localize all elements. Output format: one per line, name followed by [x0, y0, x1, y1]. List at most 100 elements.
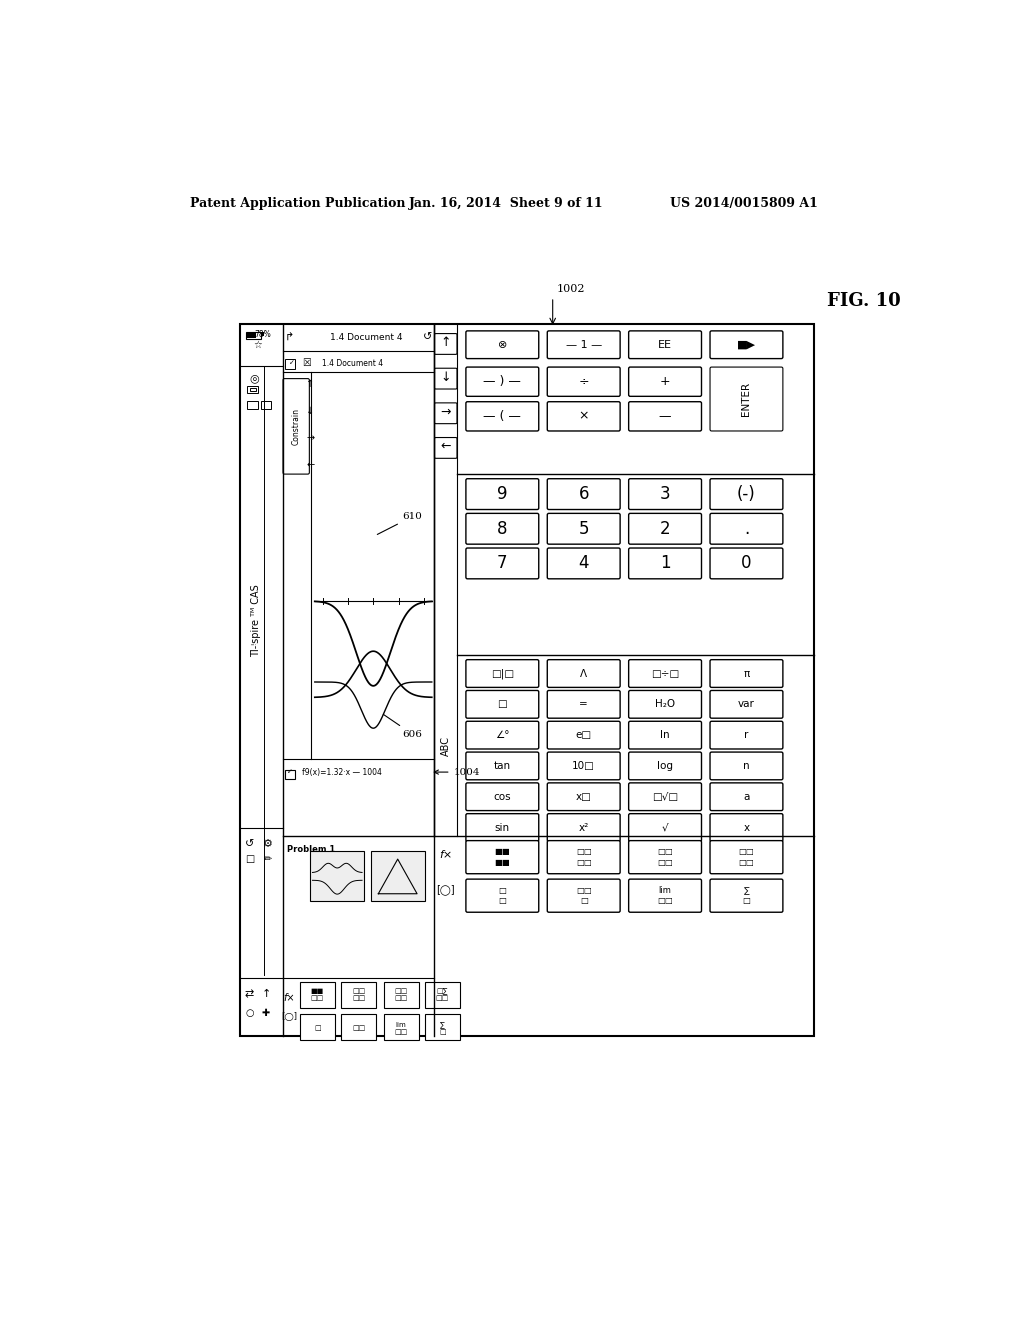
Text: =: =: [580, 700, 588, 709]
Text: ∑
□: ∑ □: [742, 886, 751, 906]
Text: var: var: [738, 700, 755, 709]
Text: 1.4 Document 4: 1.4 Document 4: [330, 333, 402, 342]
Bar: [241, 323, 814, 1036]
Text: ■■
□□: ■■ □□: [311, 989, 325, 1001]
FancyBboxPatch shape: [466, 401, 539, 430]
Text: □: □: [245, 854, 254, 865]
Text: [◯]: [◯]: [436, 884, 455, 895]
Text: ⇄: ⇄: [245, 989, 254, 999]
FancyBboxPatch shape: [629, 690, 701, 718]
Text: FIG. 10: FIG. 10: [827, 292, 901, 310]
Text: 3: 3: [659, 486, 671, 503]
Bar: [300, 1014, 335, 1040]
Bar: [384, 982, 419, 1007]
FancyBboxPatch shape: [466, 783, 539, 810]
FancyBboxPatch shape: [710, 660, 783, 688]
Text: Λ: Λ: [581, 668, 587, 678]
Text: f9(x)=1.32·x — 1004: f9(x)=1.32·x — 1004: [302, 768, 382, 776]
Text: ☆: ☆: [253, 339, 262, 350]
Bar: [371, 851, 425, 902]
FancyBboxPatch shape: [629, 513, 701, 544]
Text: cos: cos: [494, 792, 511, 801]
Text: ■▶: ■▶: [737, 339, 756, 350]
FancyBboxPatch shape: [710, 813, 783, 841]
Text: sin: sin: [495, 822, 510, 833]
Text: ABC: ABC: [440, 735, 451, 755]
Text: — ) —: — ) —: [483, 375, 521, 388]
FancyBboxPatch shape: [547, 367, 621, 396]
Text: ✏: ✏: [263, 854, 271, 865]
FancyBboxPatch shape: [629, 401, 701, 430]
Bar: [286, 359, 295, 370]
FancyBboxPatch shape: [466, 548, 539, 579]
FancyBboxPatch shape: [547, 783, 621, 810]
FancyBboxPatch shape: [434, 437, 457, 458]
FancyBboxPatch shape: [710, 783, 783, 810]
Text: 9: 9: [497, 486, 508, 503]
Text: 606: 606: [383, 714, 423, 739]
Text: —: —: [658, 409, 672, 422]
Text: ⚙: ⚙: [262, 838, 272, 849]
Text: +: +: [659, 375, 671, 388]
Text: □□
□□: □□ □□: [575, 847, 592, 867]
Text: □: □: [314, 1026, 321, 1031]
Text: 1: 1: [659, 554, 671, 573]
FancyBboxPatch shape: [629, 660, 701, 688]
FancyBboxPatch shape: [466, 813, 539, 841]
Text: 610: 610: [377, 512, 423, 535]
Bar: [248, 385, 258, 393]
Text: ✓: ✓: [290, 360, 295, 366]
FancyBboxPatch shape: [710, 752, 783, 780]
Text: f×: f×: [439, 850, 453, 861]
FancyBboxPatch shape: [629, 548, 701, 579]
FancyBboxPatch shape: [629, 721, 701, 748]
Text: e□: e□: [575, 730, 592, 741]
Text: a: a: [743, 792, 750, 801]
Text: □□
□□: □□ □□: [738, 847, 755, 867]
FancyBboxPatch shape: [629, 479, 701, 510]
FancyBboxPatch shape: [547, 841, 621, 874]
Text: ÷: ÷: [579, 375, 589, 388]
Bar: [425, 1014, 460, 1040]
FancyBboxPatch shape: [547, 513, 621, 544]
FancyBboxPatch shape: [710, 513, 783, 544]
Text: 5: 5: [579, 520, 589, 537]
FancyBboxPatch shape: [434, 368, 457, 389]
FancyBboxPatch shape: [629, 783, 701, 810]
FancyBboxPatch shape: [466, 841, 539, 874]
Bar: [250, 388, 256, 391]
FancyBboxPatch shape: [710, 479, 783, 510]
Text: □□: □□: [352, 1026, 366, 1031]
Bar: [246, 331, 261, 339]
Text: ×: ×: [579, 409, 589, 422]
Text: ln: ln: [660, 730, 670, 741]
Text: lim
□□: lim □□: [657, 886, 673, 906]
Bar: [260, 401, 271, 409]
Text: Patent Application Publication: Patent Application Publication: [190, 197, 406, 210]
FancyBboxPatch shape: [629, 841, 701, 874]
Text: ↺: ↺: [423, 333, 432, 342]
Text: 6: 6: [579, 486, 589, 503]
Text: □√□: □√□: [652, 792, 678, 801]
Text: log: log: [657, 760, 673, 771]
FancyBboxPatch shape: [710, 367, 783, 430]
Text: □|□: □|□: [490, 668, 514, 678]
Text: 4: 4: [579, 554, 589, 573]
FancyBboxPatch shape: [629, 879, 701, 912]
FancyBboxPatch shape: [710, 879, 783, 912]
Text: ✚: ✚: [262, 1008, 270, 1018]
Text: — ( —: — ( —: [483, 409, 521, 422]
Bar: [247, 333, 256, 338]
Text: ←: ←: [306, 459, 314, 470]
Text: r: r: [744, 730, 749, 741]
Text: □□
□□: □□ □□: [657, 847, 673, 867]
Text: 2: 2: [659, 520, 671, 537]
Text: ↺: ↺: [245, 838, 254, 849]
FancyBboxPatch shape: [466, 660, 539, 688]
Text: ↑: ↑: [306, 379, 314, 389]
FancyBboxPatch shape: [547, 660, 621, 688]
FancyBboxPatch shape: [629, 331, 701, 359]
Bar: [341, 1014, 376, 1040]
FancyBboxPatch shape: [466, 513, 539, 544]
Text: ↓: ↓: [440, 371, 451, 384]
